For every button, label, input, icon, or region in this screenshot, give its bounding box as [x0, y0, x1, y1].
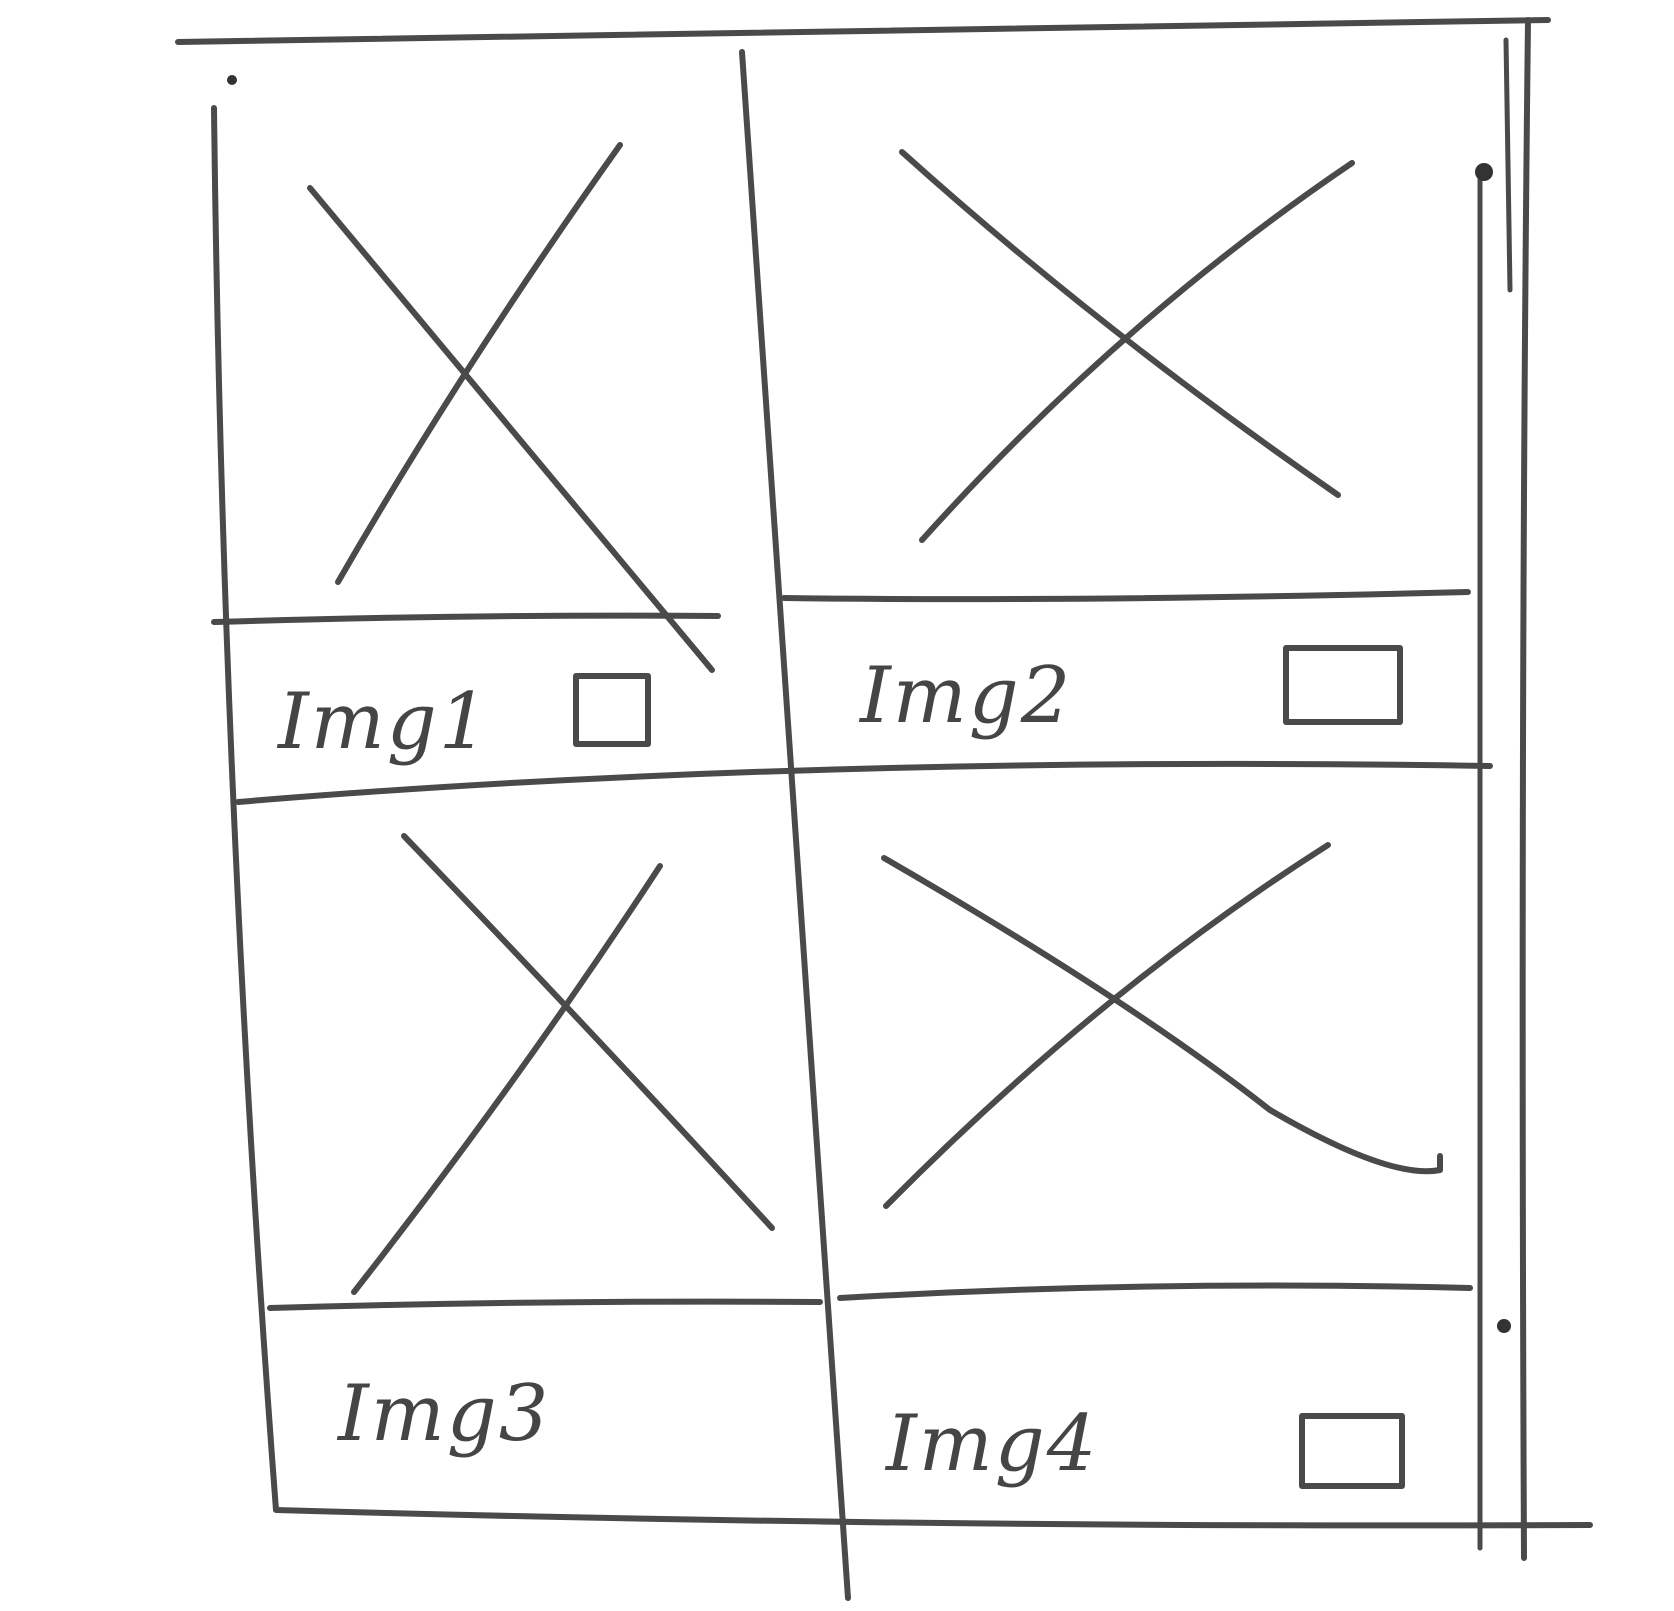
checkbox-icon[interactable] [573, 673, 651, 747]
svg-text:Img2: Img2 [858, 651, 1072, 741]
caption-divider [211, 612, 721, 625]
svg-text:Img4: Img4 [884, 1399, 1098, 1489]
caption-divider [837, 1282, 1473, 1301]
image-caption: Img4 [884, 1399, 1098, 1489]
caption-divider [781, 589, 1471, 603]
caption-divider [267, 1298, 823, 1311]
checkbox-icon[interactable] [1299, 1413, 1405, 1489]
image-card[interactable]: Img1 [211, 142, 721, 767]
image-card[interactable]: Img2 [781, 149, 1471, 741]
image-caption: Img3 [336, 1369, 550, 1459]
image-caption: Img2 [858, 651, 1072, 741]
svg-text:Img1: Img1 [276, 677, 490, 767]
image-placeholder-icon [307, 142, 715, 673]
image-placeholder-icon [351, 833, 775, 1295]
image-placeholder-icon [899, 149, 1355, 543]
image-card[interactable]: Img3 [267, 833, 823, 1459]
image-placeholder-icon [881, 842, 1443, 1209]
image-card[interactable]: Img4 [837, 842, 1473, 1489]
svg-text:Img3: Img3 [336, 1369, 550, 1459]
image-caption: Img1 [276, 677, 490, 767]
gallery-frame [175, 17, 1593, 1601]
checkbox-icon[interactable] [1283, 645, 1403, 725]
